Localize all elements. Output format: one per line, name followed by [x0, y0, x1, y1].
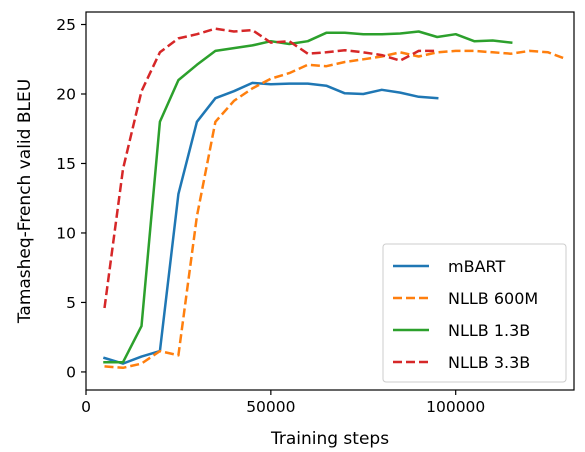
legend-frame — [382, 243, 567, 383]
x-tick-label: 100000 — [426, 398, 485, 416]
series-line-nllb-3-3b — [103, 27, 438, 309]
y-tick-label: 25 — [56, 16, 76, 34]
y-ticks: 0 5 10 15 20 25 — [56, 16, 86, 381]
plot-frame — [85, 11, 575, 391]
legend-label-nllb-1-3b: NLLB 1.3B — [448, 321, 530, 340]
y-tick-label: 5 — [66, 294, 76, 312]
legend-label-nllb-3-3b: NLLB 3.3B — [448, 353, 530, 372]
y-axis-label: Tamasheq-French valid BLEU — [15, 79, 35, 324]
legend-items: mBART NLLB 600M NLLB 1.3B NLLB 3.3B — [393, 257, 538, 372]
y-tick-label: 20 — [56, 85, 76, 103]
series-line-nllb-1-3b — [103, 30, 513, 364]
x-ticks: 0 50000 100000 — [81, 390, 485, 416]
y-tick-label: 10 — [56, 224, 76, 242]
x-tick-label: 50000 — [246, 398, 295, 416]
y-tick-label: 0 — [66, 363, 76, 381]
x-tick-label: 0 — [81, 398, 91, 416]
legend-label-mbart: mBART — [448, 257, 505, 276]
x-axis-label: Training steps — [270, 429, 389, 449]
legend-label-nllb-600m: NLLB 600M — [448, 289, 538, 308]
y-tick-label: 15 — [56, 155, 76, 173]
series-layer — [102, 27, 568, 370]
legend: mBART NLLB 600M NLLB 1.3B NLLB 3.3B — [382, 243, 567, 383]
